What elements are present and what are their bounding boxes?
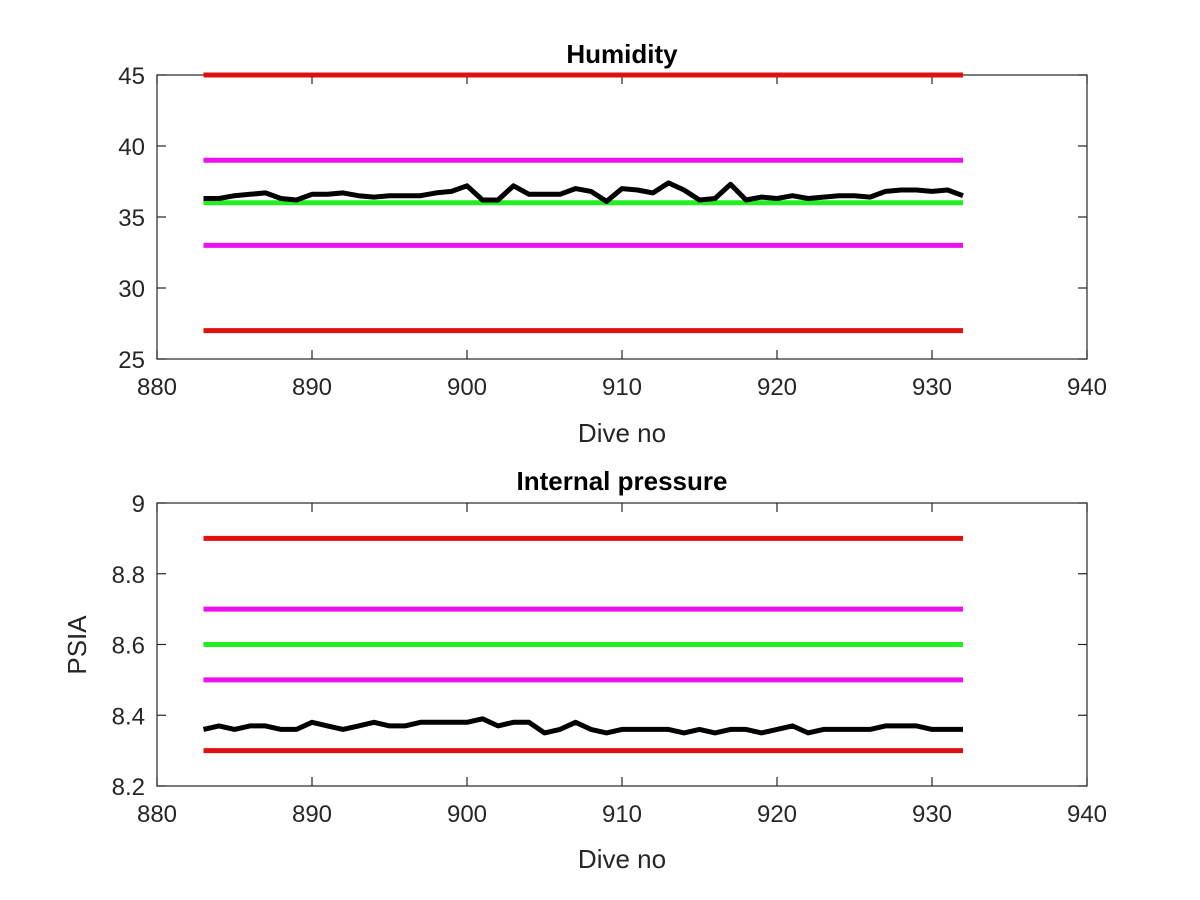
internal-pressure-y-tick-label: 8.8 (112, 562, 145, 589)
humidity-x-tick-label: 930 (912, 374, 952, 401)
humidity-y-tick-label: 30 (118, 276, 145, 303)
humidity-x-axis-label: Dive no (578, 418, 666, 448)
humidity-y-tick-label: 35 (118, 205, 145, 232)
internal-pressure-measured-line (202, 716, 963, 736)
internal-pressure-subplot: Internal pressure Dive no PSIA 880 890 900… (62, 466, 1107, 874)
internal-pressure-y-tick-label: 8.6 (112, 633, 145, 660)
internal-pressure-x-tick-label: 930 (912, 801, 952, 828)
humidity-measured-line (203, 180, 964, 204)
humidity-title: Humidity (566, 39, 678, 69)
humidity-x-tick-label: 900 (447, 374, 487, 401)
humidity-y-tick-label: 45 (118, 63, 145, 90)
internal-pressure-x-tick-label: 890 (292, 801, 332, 828)
internal-pressure-x-axis-label: Dive no (578, 844, 666, 874)
humidity-x-tick-label: 880 (137, 374, 177, 401)
humidity-x-tick-label: 910 (602, 374, 642, 401)
humidity-x-tick-label: 920 (757, 374, 797, 401)
internal-pressure-y-axis-label: PSIA (62, 615, 92, 675)
internal-pressure-title: Internal pressure (517, 466, 728, 496)
humidity-y-tick-label: 25 (118, 347, 145, 374)
humidity-x-tick-label: 890 (292, 374, 332, 401)
humidity-y-tick-label: 40 (118, 134, 145, 161)
internal-pressure-x-tick-label: 920 (757, 801, 797, 828)
humidity-axes-box (156, 74, 1088, 360)
internal-pressure-x-tick-label: 900 (447, 801, 487, 828)
internal-pressure-y-tick-label: 8.2 (112, 774, 145, 801)
internal-pressure-x-tick-label: 940 (1067, 801, 1107, 828)
humidity-subplot: Humidity Dive no 880 890 900 910 920 930 940 25… (118, 39, 1107, 448)
internal-pressure-y-tick-label: 9 (132, 491, 145, 518)
internal-pressure-x-tick-label: 910 (602, 801, 642, 828)
humidity-x-tick-label: 940 (1067, 374, 1107, 401)
internal-pressure-y-tick-label: 8.4 (112, 703, 145, 730)
internal-pressure-x-tick-label: 880 (137, 801, 177, 828)
